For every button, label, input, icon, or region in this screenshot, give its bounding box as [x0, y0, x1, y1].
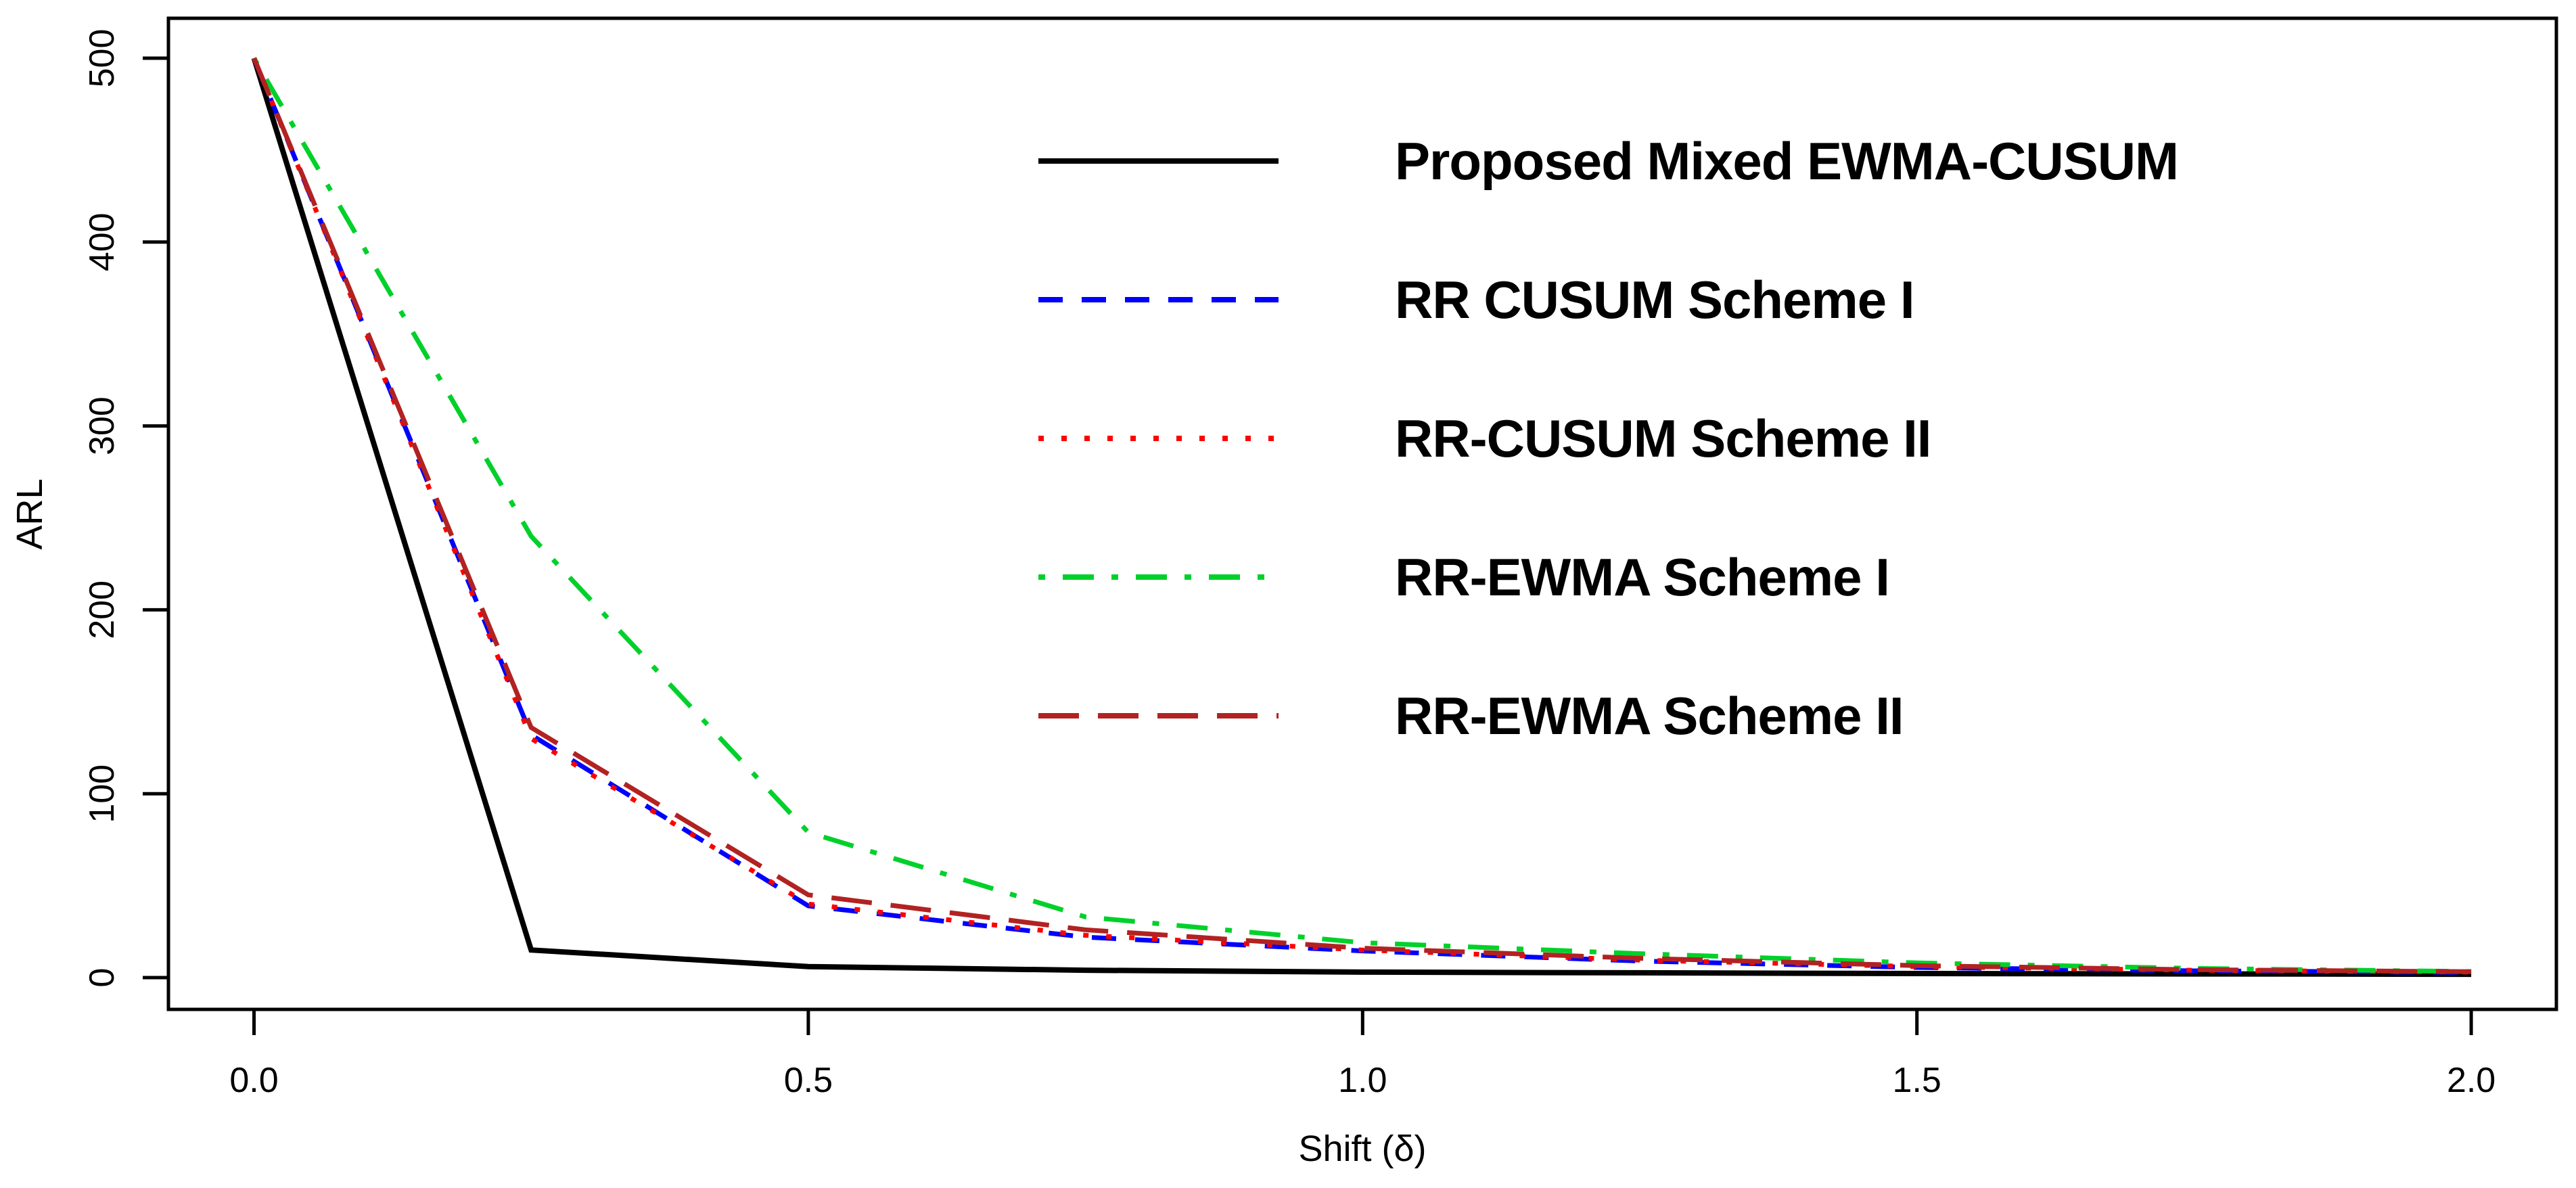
y-tick-labels: 0 100 200 300 400 500	[83, 29, 122, 988]
legend-entry: RR-EWMA Scheme I	[1038, 547, 1890, 607]
x-tick-label: 1.5	[1893, 1061, 1941, 1100]
legend-entry: RR-EWMA Scheme II	[1038, 686, 1904, 746]
series-line-solid	[251, 57, 2472, 978]
legend-entry: RR-CUSUM Scheme II	[1038, 409, 1931, 468]
legend-label: RR-EWMA Scheme II	[1395, 686, 1904, 746]
y-tick-label: 300	[83, 396, 122, 455]
y-tick-label: 500	[83, 29, 122, 88]
x-tick-label: 2.0	[2447, 1061, 2496, 1100]
y-axis-ticks	[143, 56, 168, 980]
series-lines	[251, 57, 2472, 978]
series-line-dashed	[252, 57, 2472, 975]
x-tick-labels: 0.0 0.5 1.0 1.5 2.0	[229, 1061, 2496, 1100]
x-axis-ticks	[252, 1009, 2473, 1035]
legend-label: RR-CUSUM Scheme II	[1395, 409, 1931, 468]
x-tick-label: 0.0	[229, 1061, 278, 1100]
plot-box	[166, 16, 2558, 1011]
series-line-longdash	[252, 57, 2472, 974]
legend-label: Proposed Mixed EWMA-CUSUM	[1395, 131, 2178, 191]
legend: Proposed Mixed EWMA-CUSUM RR CUSUM Scheme…	[1038, 131, 2179, 746]
y-tick-label: 400	[83, 212, 122, 271]
legend-label: RR-EWMA Scheme I	[1395, 547, 1889, 607]
x-axis-label: Shift (δ)	[1298, 1128, 1426, 1169]
y-tick-label: 100	[83, 764, 122, 823]
y-tick-label: 0	[83, 968, 122, 988]
series-line-dashdot	[252, 57, 2472, 974]
legend-entry: Proposed Mixed EWMA-CUSUM	[1038, 131, 2179, 191]
y-tick-label: 200	[83, 580, 122, 639]
legend-label: RR CUSUM Scheme I	[1395, 270, 1914, 329]
legend-entry: RR CUSUM Scheme I	[1038, 270, 1915, 329]
series-line-dotted	[252, 57, 2472, 975]
x-tick-label: 1.0	[1338, 1061, 1387, 1100]
y-axis-label: ARL	[9, 478, 50, 549]
x-tick-label: 0.5	[784, 1061, 833, 1100]
